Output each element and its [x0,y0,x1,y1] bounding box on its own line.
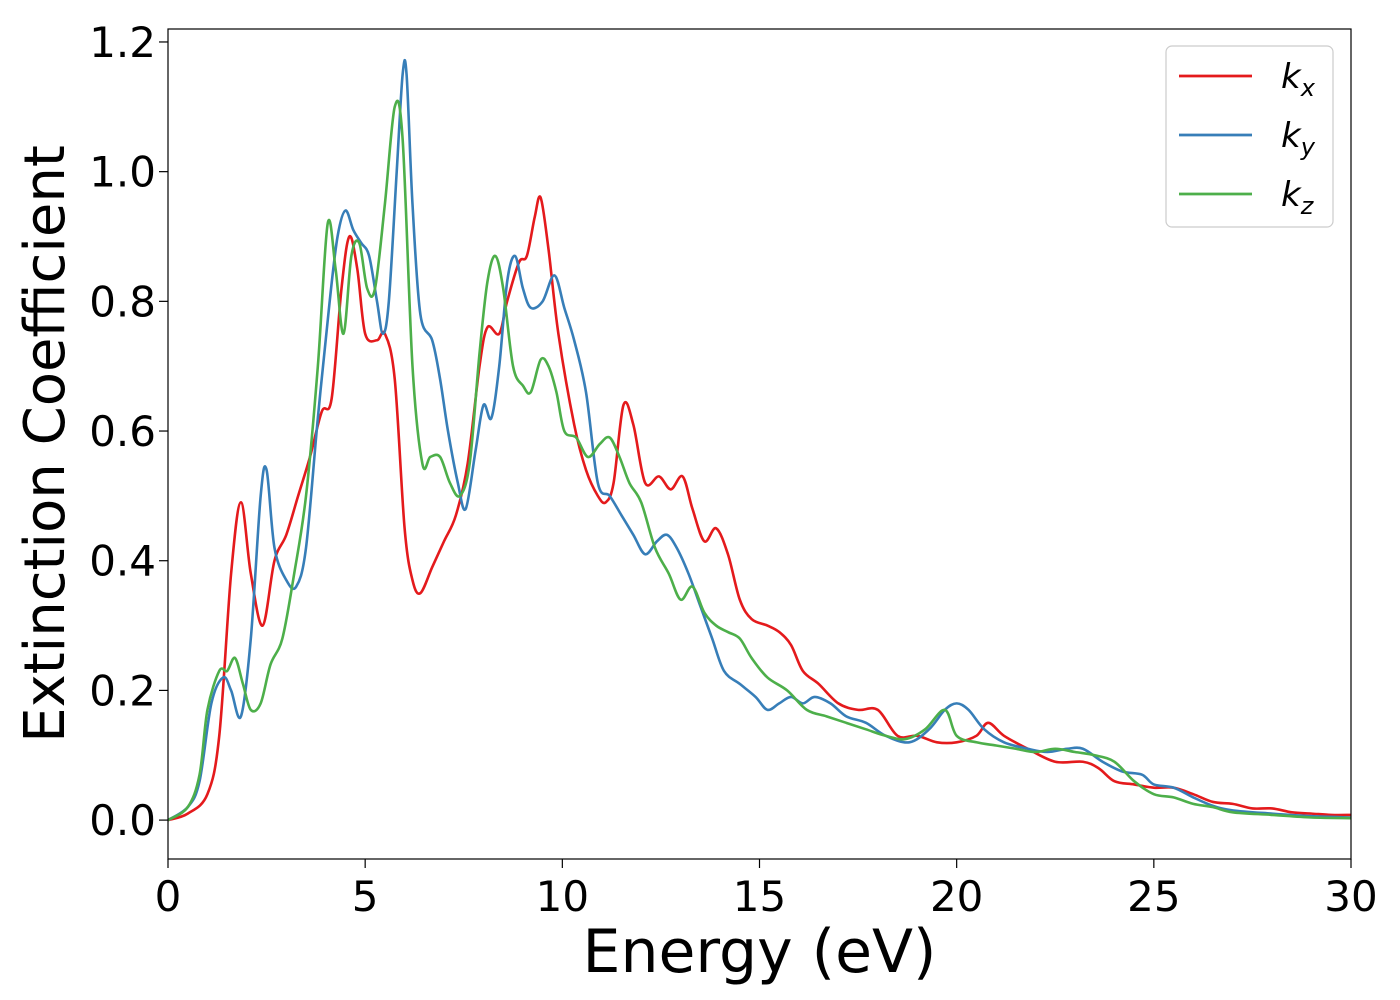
y-axis-ticks: 0.0 0.2 0.4 0.6 0.8 1.0 1.2 [89,18,168,845]
y-tick-label: 1.0 [89,148,156,197]
y-tick-label: 0.0 [89,796,156,845]
x-tick-label: 15 [733,872,786,921]
legend: kx ky kz [1165,45,1334,228]
x-tick-label: 10 [536,872,589,921]
y-tick-label: 0.2 [89,666,156,715]
series-line-kx [168,195,1351,822]
x-axis-ticks: 0 5 10 15 20 25 30 [155,859,1378,921]
legend-label-kz: kz [1281,175,1315,220]
x-tick-label: 5 [352,872,379,921]
y-tick-label: 1.2 [89,18,156,67]
x-tick-label: 0 [155,872,182,921]
y-axis-label: Extinction Coefficient [13,145,78,743]
x-tick-label: 25 [1127,872,1180,921]
y-tick-label: 0.6 [89,407,156,456]
legend-label-kx: kx [1281,57,1316,102]
series-lines [168,58,1351,822]
x-tick-label: 20 [930,872,983,921]
legend-label-ky: ky [1281,116,1316,161]
x-tick-label: 30 [1324,872,1377,921]
legend-box [1165,45,1334,228]
y-tick-label: 0.4 [89,537,156,586]
y-tick-label: 0.8 [89,277,156,326]
x-axis-label: Energy (eV) [583,917,937,987]
series-line-ky [168,58,1351,822]
series-line-kz [168,99,1351,822]
